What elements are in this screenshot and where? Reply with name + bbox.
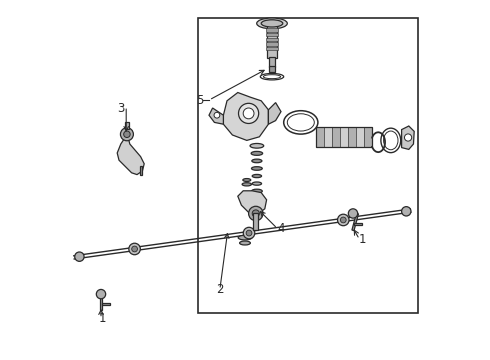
Bar [140,166,143,175]
Circle shape [338,214,349,226]
Polygon shape [117,137,144,175]
Polygon shape [402,126,414,149]
Polygon shape [209,108,223,124]
Ellipse shape [252,175,262,178]
Ellipse shape [261,20,283,27]
Circle shape [214,112,220,118]
Ellipse shape [238,235,252,240]
Bar [102,303,110,305]
Circle shape [243,227,255,239]
Bar [332,127,340,147]
Bar [266,47,278,50]
Text: 5: 5 [196,94,204,107]
Text: 1: 1 [99,312,106,325]
Bar [340,127,348,147]
Ellipse shape [381,128,401,153]
Bar [100,294,102,310]
Circle shape [132,246,138,252]
Circle shape [252,210,259,217]
Bar [266,38,278,41]
Ellipse shape [251,189,262,193]
Circle shape [123,131,130,138]
Bar [316,127,324,147]
Circle shape [248,206,263,221]
Bar [316,127,372,147]
Circle shape [341,217,346,223]
Text: 4: 4 [277,222,285,235]
Polygon shape [238,191,267,214]
Text: 1: 1 [358,233,366,246]
Ellipse shape [260,73,284,80]
Ellipse shape [243,179,251,181]
Ellipse shape [250,144,264,148]
Bar [266,28,278,32]
Ellipse shape [252,182,262,185]
Bar [125,122,129,129]
Ellipse shape [284,111,318,134]
Bar [253,213,258,230]
Circle shape [239,103,259,123]
Bar [348,127,356,147]
Ellipse shape [384,131,398,150]
Bar [352,213,359,231]
Circle shape [121,128,133,141]
Ellipse shape [287,114,314,131]
Circle shape [246,230,252,236]
Bar [356,127,364,147]
Polygon shape [223,93,269,140]
Bar [266,42,278,46]
Ellipse shape [240,241,250,245]
Circle shape [97,289,106,299]
Bar [269,57,275,67]
Bar [364,127,372,147]
Bar [269,66,275,72]
Text: 2: 2 [216,283,223,296]
Circle shape [74,252,84,261]
Circle shape [402,207,411,216]
Ellipse shape [257,18,287,29]
Circle shape [404,134,412,141]
Ellipse shape [251,152,263,156]
Bar [267,24,277,58]
Ellipse shape [252,159,262,163]
Text: 3: 3 [117,102,124,114]
Circle shape [243,108,254,119]
Bar [198,18,418,313]
Circle shape [348,209,358,218]
Ellipse shape [242,183,251,186]
Bar [324,127,332,147]
Ellipse shape [263,75,281,79]
Bar [266,33,278,36]
Polygon shape [269,103,281,124]
Ellipse shape [251,167,262,170]
Bar [354,223,362,225]
Circle shape [129,243,140,255]
